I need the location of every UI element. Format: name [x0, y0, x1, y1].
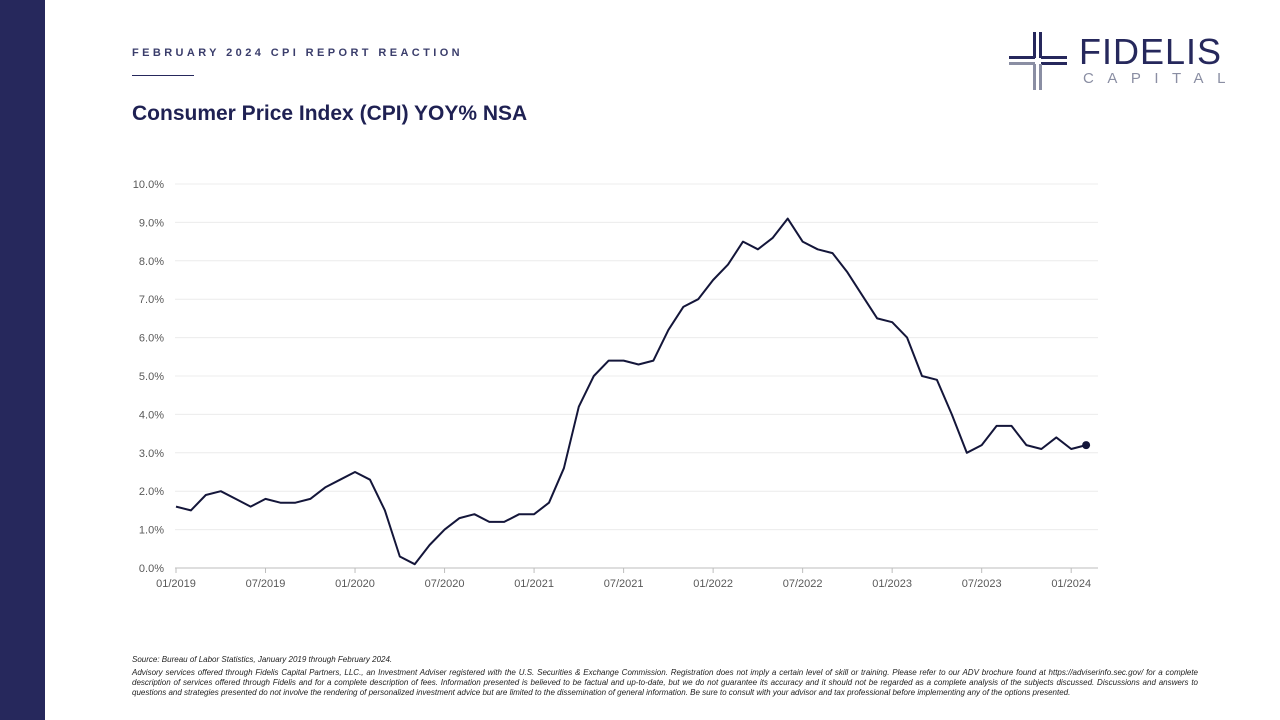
y-tick-label: 2.0% — [139, 486, 164, 498]
y-tick-label: 10.0% — [133, 179, 164, 191]
x-tick-label: 01/2019 — [156, 578, 196, 590]
x-tick-label: 07/2021 — [604, 578, 644, 590]
x-tick-label: 01/2022 — [693, 578, 733, 590]
x-tick-label: 01/2024 — [1051, 578, 1091, 590]
cross-compass-logo-icon — [1009, 32, 1067, 90]
y-tick-label: 6.0% — [139, 333, 164, 345]
page-title: Consumer Price Index (CPI) YOY% NSA — [132, 102, 528, 125]
latest-value-marker — [1082, 441, 1091, 450]
y-tick-label: 7.0% — [139, 294, 164, 306]
y-tick-label: 0.0% — [139, 563, 164, 575]
company-logo: FIDELIS CAPITAL — [1007, 30, 1237, 92]
logo-wordmark: FIDELIS — [1079, 31, 1223, 72]
y-tick-label: 9.0% — [139, 217, 164, 229]
y-tick-label: 4.0% — [139, 409, 164, 421]
x-tick-label: 07/2023 — [962, 578, 1002, 590]
left-accent-bar — [0, 0, 45, 720]
x-tick-label: 07/2022 — [783, 578, 823, 590]
footer: Source: Bureau of Labor Statistics, Janu… — [132, 655, 1198, 698]
kicker-underline — [132, 75, 194, 76]
x-tick-label: 07/2019 — [246, 578, 286, 590]
disclaimer-text: Advisory services offered through Fideli… — [132, 668, 1198, 697]
x-tick-label: 01/2021 — [514, 578, 554, 590]
x-tick-label: 01/2020 — [335, 578, 375, 590]
cpi-line-chart: 0.0% 1.0% 2.0% 3.0% 4.0% 5.0% 6.0% 7.0% 8.0% 9.0%… — [133, 179, 1098, 590]
y-tick-label: 5.0% — [139, 371, 164, 383]
cpi-series-line — [175, 217, 1087, 566]
source-note: Source: Bureau of Labor Statistics, Janu… — [132, 655, 393, 664]
x-tick-label: 01/2023 — [872, 578, 912, 590]
y-tick-label: 8.0% — [139, 256, 164, 268]
logo-subtitle: CAPITAL — [1083, 70, 1239, 87]
x-tick-label: 07/2020 — [425, 578, 465, 590]
y-tick-label: 1.0% — [139, 525, 164, 537]
y-tick-label: 3.0% — [139, 448, 164, 460]
report-kicker: FEBRUARY 2024 CPI REPORT REACTION — [132, 47, 464, 59]
